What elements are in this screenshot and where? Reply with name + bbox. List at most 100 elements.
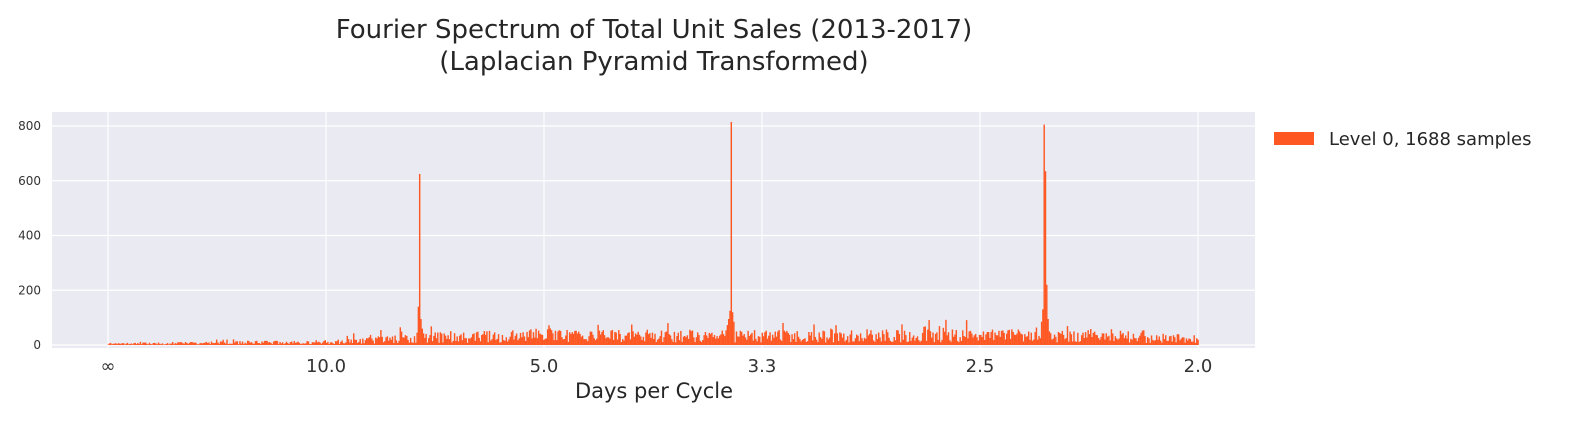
- spectrum-bar: [730, 121, 733, 345]
- spectrum-bar: [288, 344, 290, 345]
- spectrum-bar: [259, 343, 262, 345]
- spectrum-bar: [316, 342, 319, 345]
- spectrum-bar: [737, 336, 739, 345]
- spectrum-bar: [1083, 338, 1086, 345]
- spectrum-bar: [588, 336, 590, 345]
- spectrum-bar: [576, 333, 579, 345]
- spectrum-bar: [320, 343, 323, 345]
- spectrum-bar: [599, 334, 602, 345]
- spectrum-bar: [226, 339, 228, 345]
- spectrum-bar: [663, 337, 665, 345]
- spectrum-bar: [501, 334, 504, 345]
- y-tick-label: 200: [18, 283, 41, 297]
- spectrum-bar: [744, 337, 747, 345]
- spectrum-bar: [200, 342, 202, 345]
- spectrum-bar: [333, 344, 336, 345]
- spectrum-bar: [597, 324, 599, 345]
- spectrum-bar: [358, 341, 360, 345]
- spectrum-bar: [1068, 341, 1070, 345]
- spectrum-bar: [535, 328, 537, 345]
- spectrum-bar: [205, 341, 208, 345]
- spectrum-bar: [616, 339, 619, 345]
- spectrum-bar: [1075, 341, 1078, 345]
- spectrum-bar: [262, 342, 264, 345]
- spectrum-bar: [121, 343, 124, 345]
- spectrum-bar: [721, 330, 723, 345]
- spectrum-bar: [212, 343, 214, 345]
- spectrum-bar: [284, 343, 286, 345]
- spectrum-bar: [152, 342, 155, 345]
- spectrum-bar: [140, 344, 143, 345]
- spectrum-bar: [843, 333, 845, 345]
- legend-label: Level 0, 1688 samples: [1329, 129, 1531, 150]
- spectrum-bar: [124, 344, 126, 346]
- spectrum-bar: [725, 330, 727, 345]
- spectrum-bar: [972, 337, 974, 345]
- spectrum-bar: [509, 336, 511, 345]
- spectrum-bar: [808, 332, 810, 345]
- spectrum-bar: [934, 333, 937, 345]
- spectrum-bar: [201, 343, 204, 345]
- spectrum-bar: [596, 338, 598, 345]
- spectrum-bar: [1095, 334, 1097, 345]
- spectrum-bar: [474, 340, 477, 345]
- spectrum-bar: [566, 329, 568, 345]
- spectrum-bar: [1187, 340, 1189, 345]
- spectrum-bar: [443, 333, 445, 345]
- spectrum-bar: [986, 332, 989, 345]
- spectrum-bar: [368, 337, 370, 345]
- spectrum-bar: [456, 336, 458, 345]
- spectrum-bar: [210, 341, 213, 345]
- spectrum-bar: [1052, 338, 1054, 345]
- spectrum-bar: [440, 333, 443, 345]
- spectrum-bar: [574, 330, 576, 345]
- spectrum-bar: [1061, 330, 1064, 345]
- spectrum-bar: [685, 337, 687, 345]
- spectrum-bar: [391, 336, 394, 345]
- spectrum-bar: [274, 340, 276, 345]
- spectrum-bar: [637, 331, 639, 345]
- spectrum-bar: [1136, 341, 1139, 345]
- spectrum-bar: [1176, 334, 1179, 345]
- spectrum-bar: [1047, 318, 1049, 345]
- spectrum-bar: [270, 342, 272, 345]
- spectrum-bar: [844, 341, 846, 345]
- spectrum-bar: [897, 330, 899, 345]
- spectrum-bar: [739, 330, 742, 345]
- spectrum-bar: [309, 344, 311, 345]
- spectrum-bar: [415, 342, 417, 345]
- spectrum-bar: [452, 340, 455, 345]
- spectrum-bar: [239, 341, 241, 345]
- spectrum-bar: [720, 334, 722, 345]
- spectrum-bar: [962, 330, 964, 345]
- spectrum-bar: [293, 341, 295, 345]
- spectrum-bar: [793, 333, 796, 345]
- spectrum-bar: [571, 332, 573, 345]
- spectrum-bar: [938, 326, 941, 345]
- spectrum-bar: [858, 341, 861, 345]
- spectrum-bar: [466, 342, 469, 345]
- spectrum-bar: [177, 342, 179, 345]
- spectrum-bar: [192, 342, 195, 345]
- spectrum-bar: [365, 338, 368, 345]
- spectrum-bar: [1092, 332, 1095, 345]
- spectrum-bar: [731, 312, 734, 345]
- spectrum-bar: [1180, 338, 1182, 345]
- spectrum-bar: [968, 331, 970, 345]
- spectrum-bar: [907, 341, 910, 345]
- spectrum-bar: [398, 340, 400, 345]
- spectrum-bar: [673, 331, 676, 345]
- spectrum-bar: [128, 344, 130, 345]
- spectrum-bar: [562, 339, 564, 345]
- spectrum-bar: [1177, 334, 1180, 345]
- spectrum-bar: [603, 335, 606, 345]
- spectrum-bar: [990, 332, 992, 345]
- spectrum-bar: [1033, 339, 1035, 345]
- spectrum-bar: [1069, 331, 1071, 345]
- spectrum-bar: [219, 341, 222, 345]
- spectrum-bar: [469, 338, 471, 345]
- spectrum-bar: [418, 173, 421, 345]
- spectrum-bar: [527, 337, 530, 345]
- spectrum-bar: [278, 344, 280, 345]
- spectrum-bar: [369, 334, 372, 345]
